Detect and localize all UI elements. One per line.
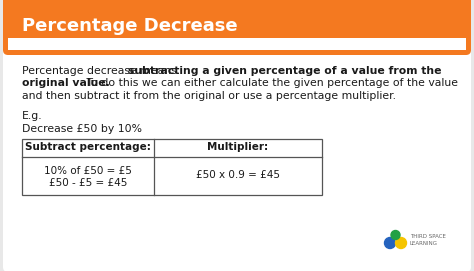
Text: Percentage Decrease: Percentage Decrease — [22, 17, 237, 35]
Text: subtracting a given percentage of a value from the: subtracting a given percentage of a valu… — [128, 66, 442, 76]
Text: £50 x 0.9 = £45: £50 x 0.9 = £45 — [196, 170, 280, 180]
Text: Decrease £50 by 10%: Decrease £50 by 10% — [22, 124, 142, 134]
Bar — [22, 138, 322, 195]
Circle shape — [384, 237, 395, 249]
Bar — [8, 38, 466, 50]
Text: Multiplier:: Multiplier: — [208, 143, 269, 153]
Text: Subtract percentage:: Subtract percentage: — [25, 143, 151, 153]
FancyBboxPatch shape — [3, 0, 471, 55]
Text: original value.: original value. — [22, 79, 110, 89]
Text: To do this we can either calculate the given percentage of the value: To do this we can either calculate the g… — [83, 79, 458, 89]
Circle shape — [395, 237, 407, 249]
Text: and then subtract it from the original or use a percentage multiplier.: and then subtract it from the original o… — [22, 91, 396, 101]
Text: THIRD SPACE
LEARNING: THIRD SPACE LEARNING — [410, 234, 446, 246]
Text: 10% of £50 = £5: 10% of £50 = £5 — [44, 166, 132, 176]
Text: £50 - £5 = £45: £50 - £5 = £45 — [49, 178, 127, 188]
Circle shape — [391, 231, 400, 240]
Text: Percentage decrease means: Percentage decrease means — [22, 66, 180, 76]
FancyBboxPatch shape — [3, 0, 471, 271]
Text: E.g.: E.g. — [22, 111, 43, 121]
